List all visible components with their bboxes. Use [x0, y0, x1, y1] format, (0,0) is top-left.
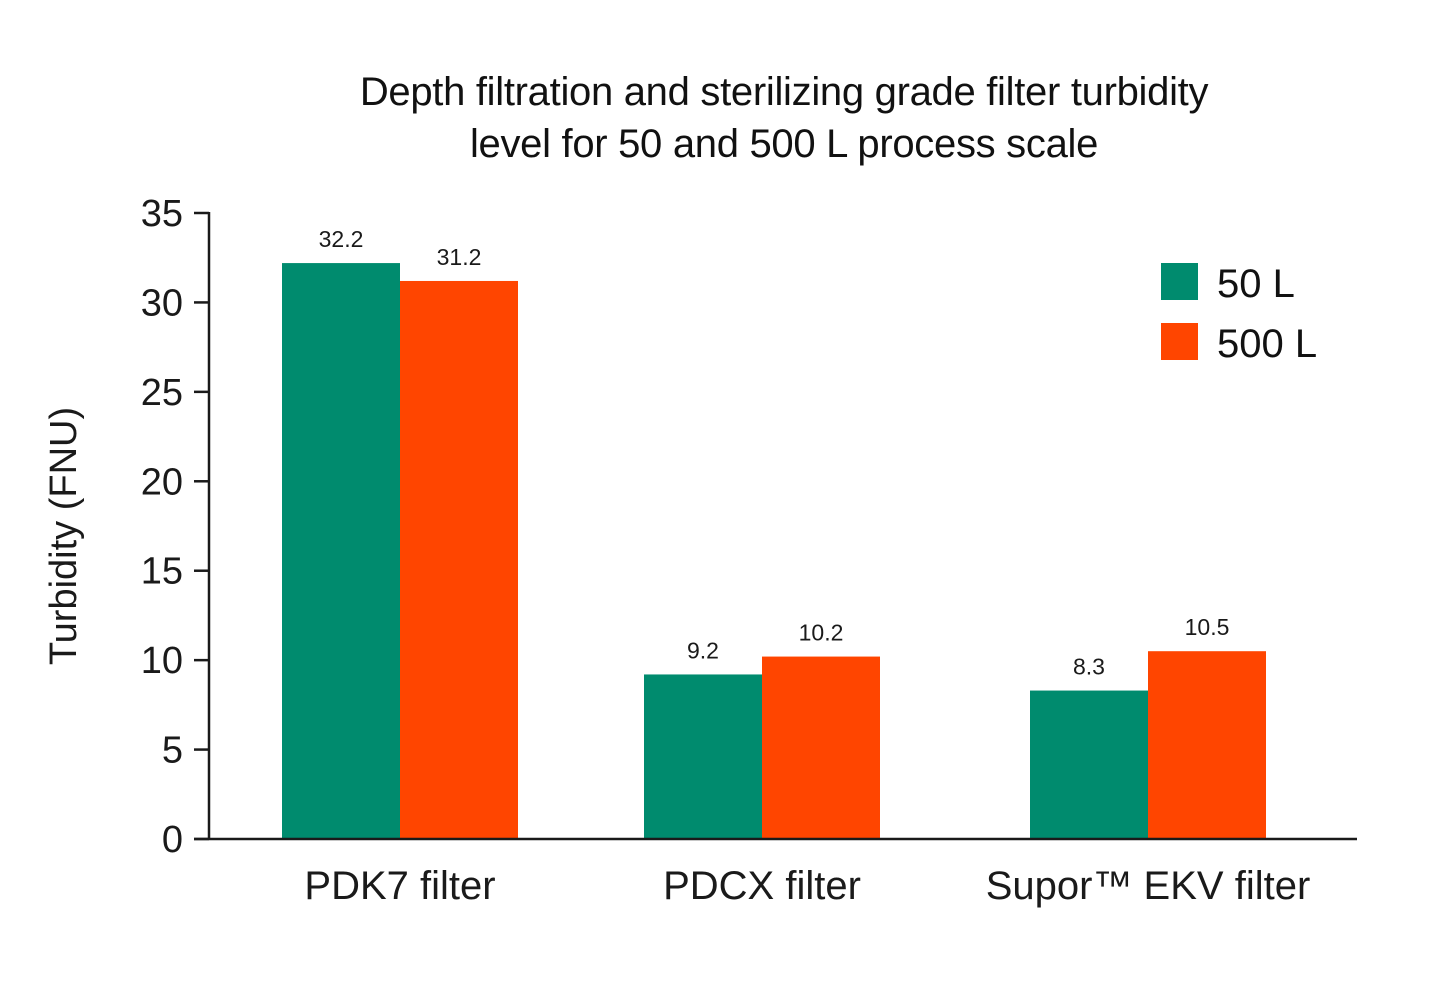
- bar-50l-2: [644, 674, 762, 839]
- x-category-label: PDCX filter: [663, 864, 861, 908]
- bar-500l-2: [762, 656, 880, 839]
- bar-500l-3: [1148, 651, 1266, 839]
- y-tick-label: 5: [162, 730, 183, 772]
- x-category-label: PDK7 filter: [304, 864, 495, 908]
- data-label: 10.5: [1185, 614, 1230, 640]
- data-label: 8.3: [1073, 654, 1105, 680]
- y-tick-label: 25: [141, 372, 183, 414]
- chart-title-line-2: level for 50 and 500 L process scale: [469, 122, 1099, 166]
- y-tick-label: 0: [162, 819, 183, 861]
- legend-swatch-1: [1161, 263, 1198, 300]
- x-axis-categories: PDK7 filter PDCX filter Supor™ EKV filter: [304, 864, 1310, 908]
- bar-50l-1: [282, 263, 400, 840]
- data-label: 31.2: [437, 244, 482, 270]
- chart-title-line-1: Depth filtration and sterilizing grade f…: [359, 70, 1209, 114]
- legend: 50 L 500 L: [1161, 262, 1317, 366]
- bars: 32.2 31.2 9.2 10.2 8.3 10.5: [282, 226, 1266, 840]
- legend-label-1: 50 L: [1217, 262, 1295, 306]
- y-axis-label: Turbidity (FNU): [43, 407, 85, 665]
- y-tick-label: 20: [141, 461, 183, 503]
- y-tick-label: 10: [141, 640, 183, 682]
- y-tick-label: 35: [141, 193, 183, 235]
- legend-swatch-2: [1161, 323, 1198, 360]
- data-label: 10.2: [799, 620, 844, 646]
- y-axis: 0 5 10 15 20 25 30 35: [141, 193, 209, 861]
- bar-50l-3: [1030, 690, 1148, 839]
- x-category-label: Supor™ EKV filter: [986, 864, 1311, 908]
- data-label: 9.2: [687, 637, 719, 663]
- chart-title: Depth filtration and sterilizing grade f…: [0, 66, 1441, 170]
- legend-label-2: 500 L: [1217, 322, 1317, 366]
- data-label: 32.2: [319, 226, 364, 252]
- bar-500l-1: [400, 280, 518, 840]
- y-tick-label: 15: [141, 551, 183, 593]
- y-tick-label: 30: [141, 282, 183, 324]
